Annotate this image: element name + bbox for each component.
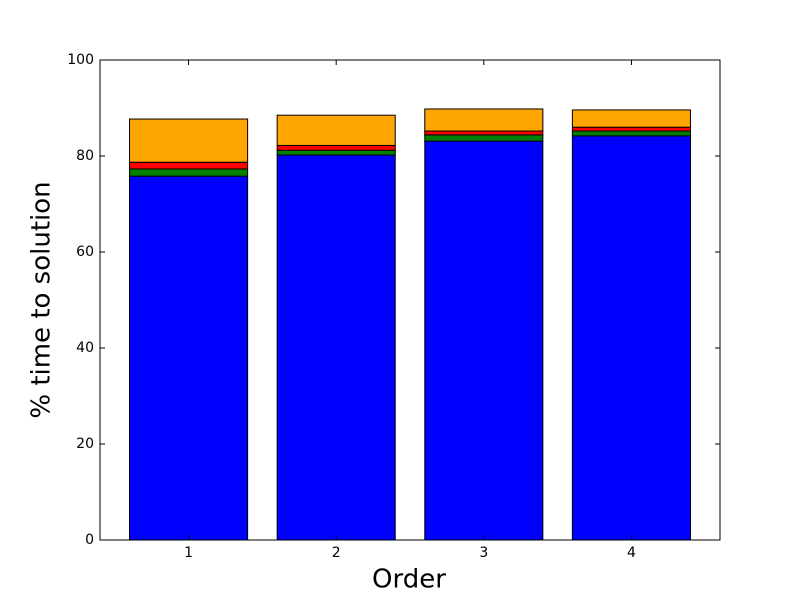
y-axis-label: % time to solution: [27, 181, 57, 418]
bar-segment: [276, 149, 396, 156]
y-tick-label: 60: [76, 244, 94, 260]
plot-frame: [99, 59, 721, 541]
y-tick-label: 40: [76, 340, 94, 356]
x-tick-label: 3: [479, 545, 488, 561]
bar-segment: [571, 126, 691, 132]
bar-segment: [424, 134, 544, 142]
bar-segment: [424, 130, 544, 136]
y-tick-label: 0: [85, 532, 94, 548]
bar-segment: [571, 109, 691, 128]
bar-segment: [129, 161, 249, 170]
y-tick-label: 20: [76, 436, 94, 452]
y-tick-label: 100: [67, 52, 94, 68]
bar-segment: [424, 140, 544, 541]
x-tick-label: 2: [332, 545, 341, 561]
x-tick-label: 4: [627, 545, 636, 561]
x-tick-label: 1: [184, 545, 193, 561]
bar-segment: [571, 135, 691, 541]
bar-segment: [129, 175, 249, 541]
bar-segment: [276, 144, 396, 151]
bar-segment: [424, 108, 544, 132]
bar-segment: [276, 114, 396, 146]
bar-segment: [571, 130, 691, 137]
bar-segment: [129, 168, 249, 177]
bar-segment: [276, 154, 396, 541]
bar-segment: [129, 118, 249, 163]
x-axis-label: Order: [372, 565, 446, 595]
y-tick-label: 80: [76, 148, 94, 164]
